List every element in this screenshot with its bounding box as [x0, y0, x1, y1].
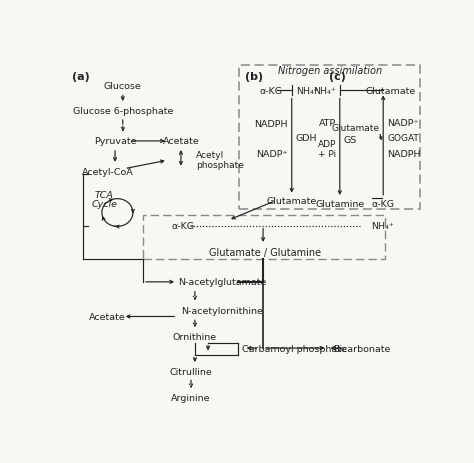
- Text: Arginine: Arginine: [171, 393, 211, 402]
- Text: TCA: TCA: [95, 191, 114, 200]
- Text: Glutamate: Glutamate: [365, 87, 416, 95]
- Text: Glutamine: Glutamine: [315, 200, 365, 208]
- Text: NADPH: NADPH: [387, 150, 420, 158]
- Text: Acetyl
phosphate: Acetyl phosphate: [196, 150, 244, 170]
- Text: Acetate: Acetate: [163, 137, 199, 146]
- Text: GS: GS: [344, 136, 357, 144]
- Text: ADP
+ Pi: ADP + Pi: [318, 140, 336, 159]
- Text: Nitrogen assimilation: Nitrogen assimilation: [278, 66, 383, 76]
- Bar: [239, 66, 420, 209]
- Text: N-acetylglutamate: N-acetylglutamate: [178, 278, 266, 287]
- Text: Ornithine: Ornithine: [173, 332, 217, 341]
- Text: (c): (c): [329, 72, 346, 82]
- Text: Glucose 6-phosphate: Glucose 6-phosphate: [73, 106, 173, 115]
- Text: Pyruvate: Pyruvate: [94, 137, 137, 146]
- Text: α-KG: α-KG: [372, 200, 395, 208]
- Text: (a): (a): [73, 72, 90, 82]
- Text: Glutamate: Glutamate: [266, 197, 317, 206]
- Text: (b): (b): [245, 72, 264, 82]
- Text: ATP: ATP: [319, 119, 336, 128]
- Text: Carbamoyl phosphate: Carbamoyl phosphate: [242, 344, 346, 353]
- Text: Cycle: Cycle: [91, 200, 117, 208]
- Text: NH₄⁺: NH₄⁺: [296, 87, 319, 95]
- Text: Glutamate / Glutamine: Glutamate / Glutamine: [209, 247, 321, 257]
- Text: N-acetylornithine: N-acetylornithine: [181, 306, 263, 315]
- Text: Glutamate: Glutamate: [331, 124, 379, 133]
- Text: Acetate: Acetate: [89, 313, 126, 321]
- Text: α-KG: α-KG: [259, 87, 282, 95]
- Text: NADP⁺: NADP⁺: [387, 119, 419, 128]
- Text: NADPH: NADPH: [255, 120, 288, 129]
- Text: GOGAT: GOGAT: [387, 134, 419, 143]
- Text: NH₄⁺: NH₄⁺: [372, 222, 394, 231]
- Text: NH₄⁺: NH₄⁺: [313, 87, 336, 95]
- Text: Acetyl-CoA: Acetyl-CoA: [82, 168, 134, 177]
- Text: α-KG: α-KG: [172, 222, 195, 231]
- Text: Bicarbonate: Bicarbonate: [333, 344, 390, 353]
- Text: Citrulline: Citrulline: [170, 367, 212, 376]
- Text: GDH: GDH: [296, 134, 317, 143]
- Text: NADP⁺: NADP⁺: [256, 150, 288, 158]
- Bar: [143, 215, 385, 259]
- Text: Glucose: Glucose: [104, 82, 142, 91]
